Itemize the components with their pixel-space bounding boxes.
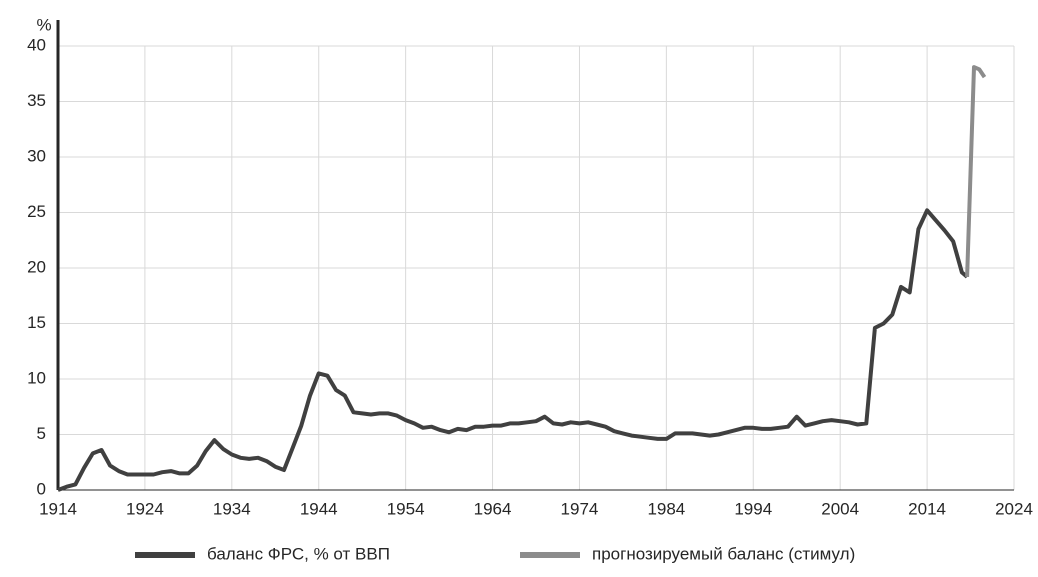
x-tick-label: 1934 bbox=[213, 499, 251, 518]
x-tick-label: 1974 bbox=[561, 499, 599, 518]
y-tick-label: 15 bbox=[27, 313, 46, 332]
x-tick-label: 2024 bbox=[995, 499, 1033, 518]
x-tick-label: 2004 bbox=[821, 499, 859, 518]
y-tick-label: 10 bbox=[27, 368, 46, 387]
y-tick-label: 5 bbox=[37, 424, 46, 443]
y-axis-label: % bbox=[36, 15, 51, 34]
legend-label: прогнозируемый баланс (стимул) bbox=[592, 544, 855, 563]
x-tick-label: 1994 bbox=[734, 499, 772, 518]
y-tick-label: 0 bbox=[37, 479, 46, 498]
x-tick-label: 2014 bbox=[908, 499, 946, 518]
x-tick-label: 1944 bbox=[300, 499, 338, 518]
x-tick-label: 1924 bbox=[126, 499, 164, 518]
y-tick-label: 30 bbox=[27, 146, 46, 165]
series-line bbox=[57, 208, 969, 492]
y-tick-label: 35 bbox=[27, 91, 46, 110]
x-tick-label: 1964 bbox=[474, 499, 512, 518]
y-tick-label: 40 bbox=[27, 35, 46, 54]
y-tick-label: 25 bbox=[27, 202, 46, 221]
x-tick-label: 1954 bbox=[387, 499, 425, 518]
series-line bbox=[965, 65, 987, 277]
y-tick-label: 20 bbox=[27, 257, 46, 276]
legend-label: баланс ФРС, % от ВВП bbox=[207, 544, 390, 563]
x-tick-label: 1984 bbox=[647, 499, 685, 518]
x-tick-label: 1914 bbox=[39, 499, 77, 518]
